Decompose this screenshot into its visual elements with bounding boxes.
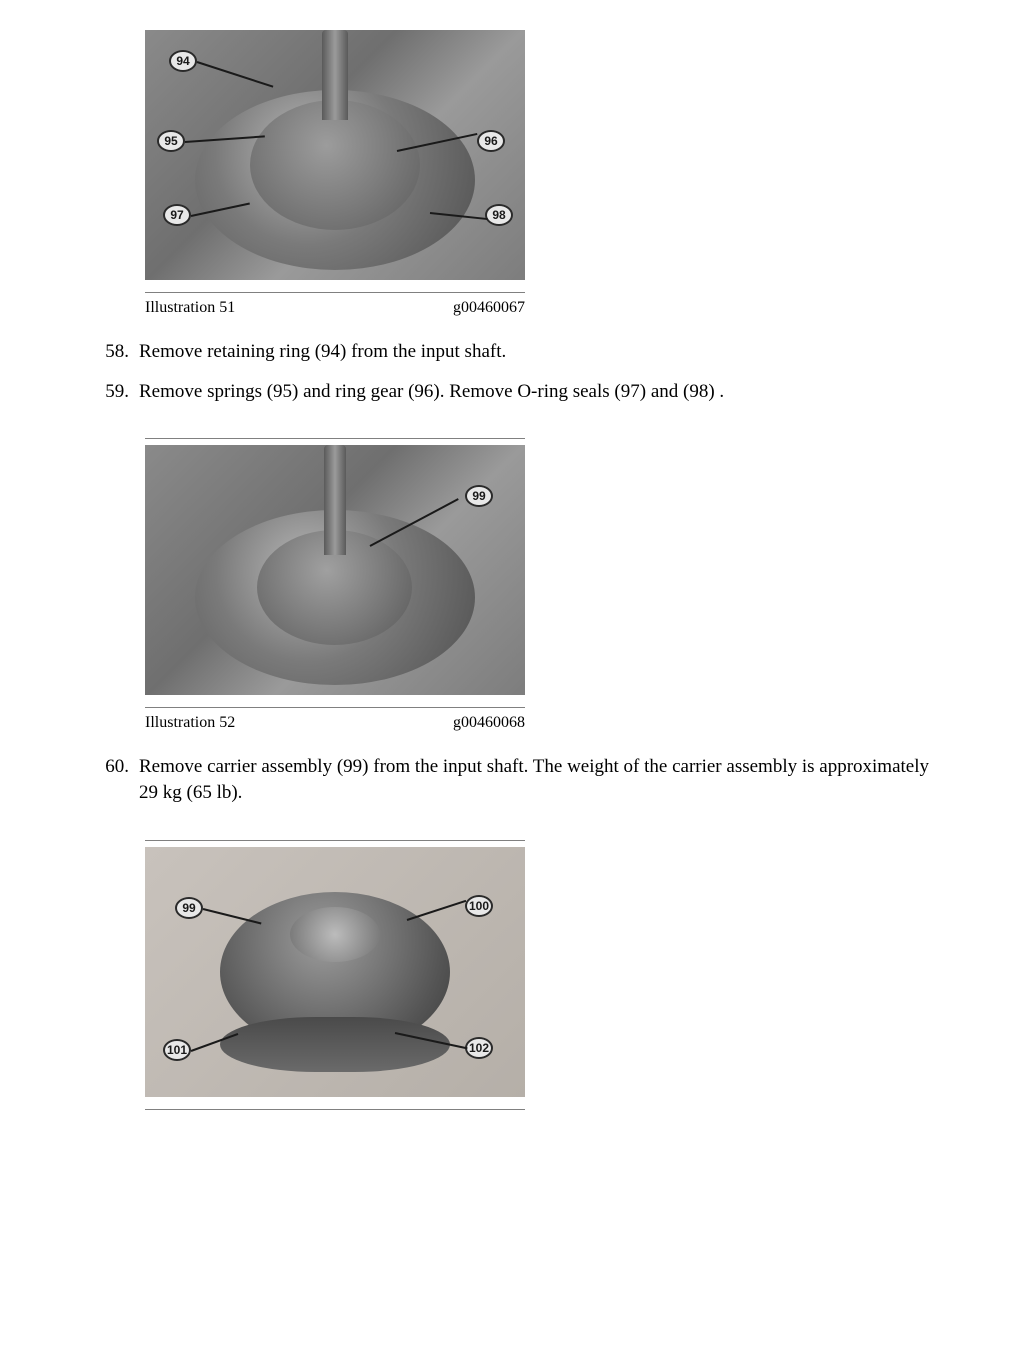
illustration-52-image: 99	[145, 445, 525, 695]
figure-51: 94 95 97 96 98 Illustration 51 g00460067	[145, 30, 929, 317]
figure-52-caption: Illustration 52 g00460068	[145, 714, 525, 732]
step-text: Remove carrier assembly (99) from the in…	[139, 754, 929, 805]
step-58: 58. Remove retaining ring (94) from the …	[95, 339, 929, 365]
figure-53: 99 100 101 102	[145, 840, 929, 1110]
figure-rule	[145, 707, 525, 708]
figure-rule	[145, 1109, 525, 1110]
callout-100: 100	[465, 895, 493, 917]
callout-99: 99	[465, 485, 493, 507]
figure-52: 99 Illustration 52 g00460068	[145, 438, 929, 732]
step-text: Remove springs (95) and ring gear (96). …	[139, 379, 929, 405]
callout-94: 94	[169, 50, 197, 72]
step-list-2: 60. Remove carrier assembly (99) from th…	[95, 754, 929, 805]
callout-101: 101	[163, 1039, 191, 1061]
step-number: 58.	[95, 339, 139, 365]
step-60: 60. Remove carrier assembly (99) from th…	[95, 754, 929, 805]
step-number: 59.	[95, 379, 139, 405]
callout-96: 96	[477, 130, 505, 152]
illustration-code: g00460068	[453, 714, 525, 732]
illustration-53-image: 99 100 101 102	[145, 847, 525, 1097]
callout-102: 102	[465, 1037, 493, 1059]
callout-99b: 99	[175, 897, 203, 919]
step-text: Remove retaining ring (94) from the inpu…	[139, 339, 929, 365]
figure-rule	[145, 292, 525, 293]
step-number: 60.	[95, 754, 139, 805]
illustration-label: Illustration 51	[145, 299, 235, 317]
illustration-51-image: 94 95 97 96 98	[145, 30, 525, 280]
figure-rule	[145, 438, 525, 439]
step-59: 59. Remove springs (95) and ring gear (9…	[95, 379, 929, 405]
step-list-1: 58. Remove retaining ring (94) from the …	[95, 339, 929, 404]
callout-95: 95	[157, 130, 185, 152]
callout-97: 97	[163, 204, 191, 226]
illustration-label: Illustration 52	[145, 714, 235, 732]
callout-98: 98	[485, 204, 513, 226]
figure-51-caption: Illustration 51 g00460067	[145, 299, 525, 317]
figure-rule	[145, 840, 525, 841]
illustration-code: g00460067	[453, 299, 525, 317]
